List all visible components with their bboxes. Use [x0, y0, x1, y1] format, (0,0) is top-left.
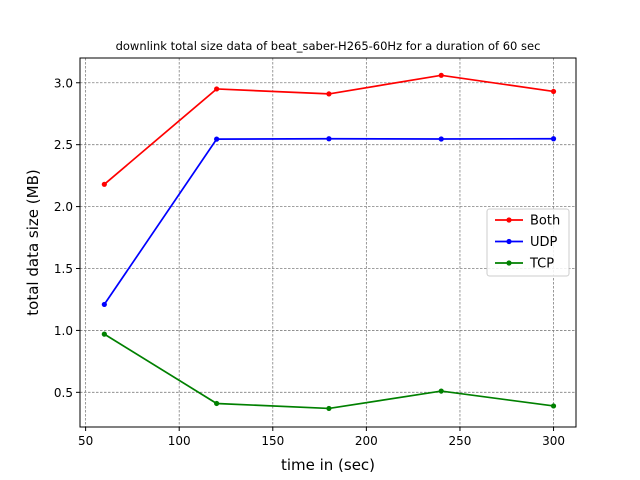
y-tick-label: 1.0	[54, 324, 73, 338]
y-tick-label: 3.0	[54, 76, 73, 90]
series-layer	[101, 72, 557, 412]
y-tick-label: 1.5	[54, 262, 73, 276]
legend-marker-tcp	[506, 260, 512, 266]
legend-marker-both	[506, 217, 512, 223]
data-point-tcp	[438, 388, 444, 394]
y-tick-label: 2.0	[54, 200, 73, 214]
data-point-udp	[214, 136, 220, 142]
data-point-udp	[438, 136, 444, 142]
legend-marker-udp	[506, 238, 512, 245]
y-axis-label: total data size (MB)	[24, 169, 42, 315]
legend-label-udp: UDP	[530, 235, 558, 250]
x-tick-label: 300	[542, 434, 565, 448]
plot-frame	[79, 57, 577, 428]
data-point-both	[550, 88, 557, 95]
legend-box	[486, 208, 570, 277]
x-tick-label: 100	[168, 434, 191, 448]
data-point-udp	[550, 136, 557, 142]
legend-label-both: Both	[530, 214, 560, 229]
data-point-tcp	[550, 403, 557, 409]
data-point-tcp	[214, 400, 220, 407]
axes: 50 100 150 200 250 300 0.5 1.0 1.5 2.0 2.5 3.0	[54, 76, 565, 448]
x-axis-label: time in (sec)	[281, 456, 375, 474]
data-point-both	[101, 181, 107, 187]
data-point-udp	[326, 136, 332, 142]
x-tick-label: 150	[261, 434, 284, 448]
legend: Both UDP TCP	[486, 208, 570, 277]
x-tick-label: 50	[78, 434, 93, 448]
legend-label-tcp: TCP	[529, 257, 554, 272]
data-point-tcp	[101, 331, 107, 337]
chart-title: downlink total size data of beat_saber-H…	[116, 39, 541, 53]
data-point-udp	[101, 301, 107, 308]
y-tick-label: 0.5	[54, 386, 73, 400]
data-point-tcp	[326, 405, 332, 412]
data-point-both	[438, 72, 444, 78]
data-point-both	[326, 91, 332, 97]
x-tick-label: 200	[355, 434, 378, 448]
x-tick-label: 250	[449, 434, 472, 448]
data-point-both	[214, 86, 220, 92]
y-tick-label: 2.5	[54, 138, 73, 152]
